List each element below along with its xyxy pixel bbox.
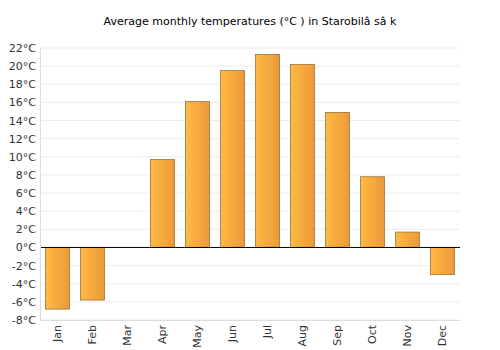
x-tick: Sep [331,320,344,346]
bar [360,177,384,248]
grid-line [40,320,460,321]
x-tick-label: Jan [51,325,64,343]
y-tick: -4°C [12,278,40,291]
x-tick: Nov [401,320,414,346]
y-tick: -2°C [12,260,40,273]
grid-line [40,84,460,85]
y-tick: 6°C [16,187,40,200]
grid-line [40,138,460,139]
y-tick-label: -6°C [12,296,36,309]
x-tick-label: Dec [436,325,449,346]
grid-line [40,247,460,248]
y-tick-label: 16°C [9,96,36,109]
x-tick-label: Mar [121,325,134,346]
bar [255,54,279,247]
x-tick: Mar [121,320,134,346]
grid-line [40,102,460,103]
bar [430,247,454,274]
grid-line [40,156,460,157]
x-tick-label: Apr [156,325,169,345]
y-axis: -8°C -6°C -4°C -2°C 0°C 2°C 4°C 6°C 8°C 10°C 12°C 1… [9,42,41,327]
y-tick-label: -8°C [12,314,36,327]
bar [325,112,349,247]
grid-line [40,48,460,49]
x-axis: Jan Feb Mar Apr May Jun Jul Aug Sep Oct Nov Dec [41,320,461,348]
bar [150,160,174,248]
y-tick-label: 18°C [9,78,36,91]
x-tick-label: Feb [86,325,99,344]
x-axis-line [41,320,461,321]
grid-line [40,120,460,121]
x-tick: Jan [51,320,64,343]
y-tick: 14°C [9,115,40,128]
grid-line [40,174,460,175]
x-tick: Jun [226,320,239,343]
y-tick: 10°C [9,151,40,164]
y-tick-label: 8°C [16,169,36,182]
bar [45,247,69,309]
grid-line [40,193,460,194]
y-tick: 16°C [9,96,40,109]
x-tick-label: May [191,325,204,348]
y-tick: -6°C [12,296,40,309]
y-tick: 22°C [9,42,40,55]
y-tick-label: 6°C [16,187,36,200]
y-tick-label: -4°C [12,278,36,291]
x-tick-label: Nov [401,325,414,347]
y-tick: 8°C [16,169,40,182]
bar [185,101,209,247]
y-tick: 12°C [9,133,40,146]
y-tick: 2°C [16,223,40,236]
x-tick-label: Sep [331,325,344,346]
y-tick-label: 2°C [16,223,36,236]
x-tick: Feb [86,320,99,344]
bar [80,247,104,300]
grid-line [40,301,460,302]
grid [40,48,460,320]
y-tick-label: 22°C [9,42,36,55]
x-tick-label: Jun [226,325,239,343]
x-tick-label: Oct [366,324,379,344]
y-tick: -8°C [12,314,40,327]
x-tick: Dec [436,320,449,346]
bar [395,232,419,247]
grid-line [40,229,460,230]
y-tick-label: 14°C [9,115,36,128]
baseline [40,247,460,248]
y-tick-label: 0°C [16,241,36,254]
y-tick-label: -2°C [12,260,36,273]
grid-line [40,66,460,67]
bar [220,71,244,248]
y-axis-line [40,49,41,321]
x-tick: May [191,320,204,348]
chart: -8°C -6°C -4°C -2°C 0°C 2°C 4°C 6°C 8°C 10°C 12°C 1… [0,0,500,350]
plot: -8°C -6°C -4°C -2°C 0°C 2°C 4°C 6°C 8°C 10°C 12°C 1… [9,42,461,348]
x-tick: Oct [366,320,379,344]
x-tick: Aug [296,320,309,346]
y-tick: 4°C [16,205,40,218]
x-tick: Jul [261,320,274,339]
x-tick-label: Aug [296,325,309,346]
title: Average monthly temperatures (°C ) in St… [104,15,397,28]
bar [290,64,314,247]
y-tick: 18°C [9,78,40,91]
y-tick-label: 4°C [16,205,36,218]
y-tick-label: 20°C [9,60,36,73]
x-tick: Apr [156,320,169,344]
y-tick: 20°C [9,60,40,73]
y-tick-label: 12°C [9,133,36,146]
y-tick-label: 10°C [9,151,36,164]
y-tick: 0°C [16,241,40,254]
grid-line [40,211,460,212]
x-tick-label: Jul [261,325,274,339]
bars [45,54,454,309]
